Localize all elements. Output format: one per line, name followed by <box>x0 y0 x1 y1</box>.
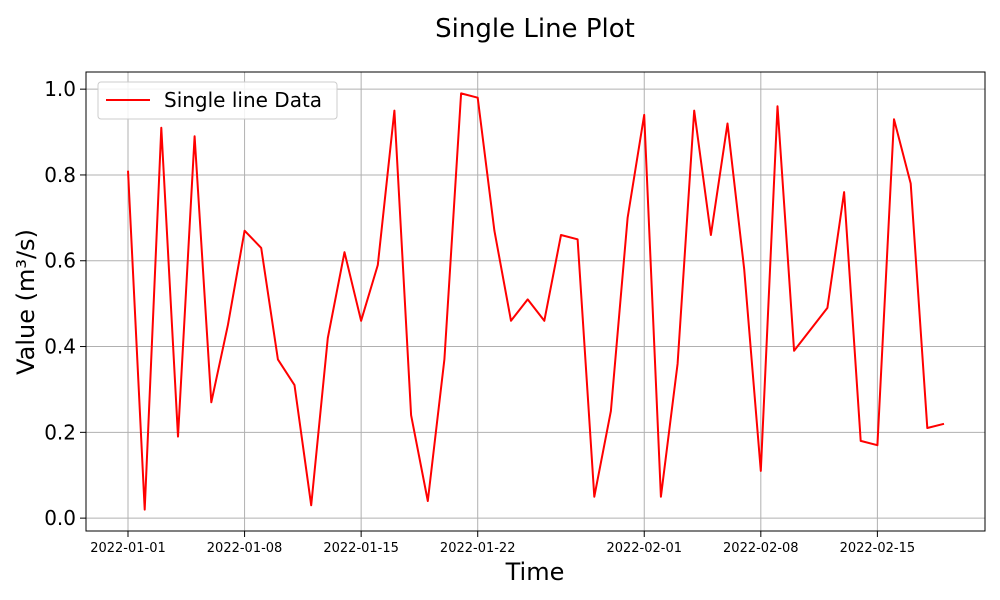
x-tick-label: 2022-02-15 <box>840 541 916 556</box>
plot-frame <box>85 71 986 532</box>
grid-lines <box>86 72 985 531</box>
x-tick-label: 2022-02-01 <box>606 541 682 556</box>
legend: Single line Data <box>97 81 338 120</box>
legend-label: Single line Data <box>164 88 322 112</box>
x-axis-label: Time <box>505 558 565 586</box>
x-tick-label: 2022-01-15 <box>323 541 399 556</box>
chart-title: Single Line Plot <box>435 14 635 44</box>
y-tick-label: 0.2 <box>44 420 76 444</box>
x-axis-ticks: 2022-01-01 2022-01-08 2022-01-15 2022-01-22… <box>90 531 915 556</box>
x-tick-label: 2022-02-08 <box>723 541 799 556</box>
legend-box <box>97 81 338 120</box>
y-tick-label: 1.0 <box>44 77 76 101</box>
y-tick-label: 0.0 <box>44 506 76 530</box>
x-tick-label: 2022-01-01 <box>90 541 166 556</box>
series-line-single-line-data <box>127 92 945 511</box>
y-tick-label: 0.8 <box>44 163 76 187</box>
series-layer <box>127 92 945 511</box>
y-axis-label: Value (m³/s) <box>12 229 40 375</box>
y-axis-ticks: 0.0 0.2 0.4 0.6 0.8 1.0 <box>44 77 86 530</box>
y-tick-label: 0.6 <box>44 249 76 273</box>
x-tick-label: 2022-01-08 <box>207 541 283 556</box>
x-tick-label: 2022-01-22 <box>440 541 516 556</box>
y-tick-label: 0.4 <box>44 335 76 359</box>
